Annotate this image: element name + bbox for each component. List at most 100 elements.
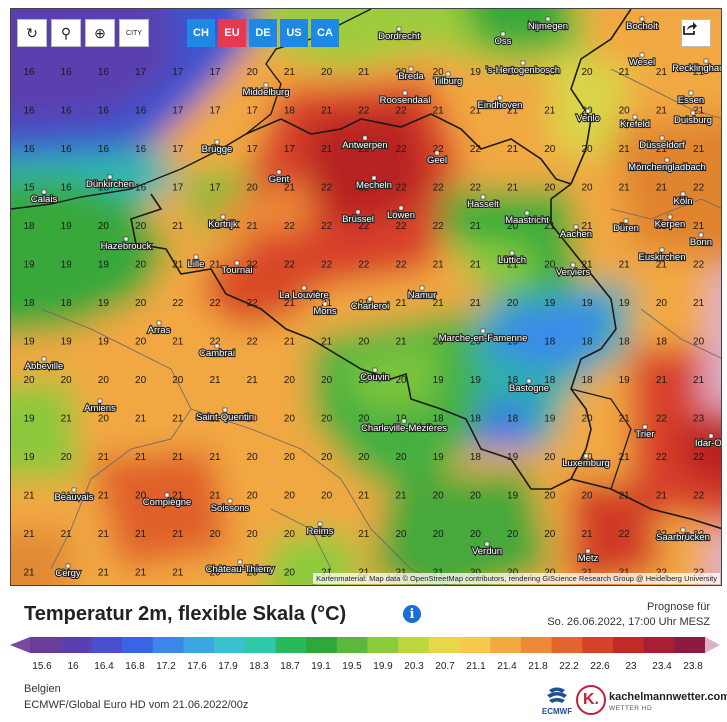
region-button-eu[interactable]: EU [218,19,246,47]
grid-value: 21 [135,414,147,425]
grid-value: 18 [470,414,482,425]
grid-value: 20 [247,414,259,425]
grid-value: 21 [470,260,482,271]
grid-value: 20 [656,298,668,309]
city-marker [680,191,686,197]
grid-value: 16 [98,106,110,117]
city-label: Bonn [690,237,712,248]
region-button-ca[interactable]: CA [311,19,339,47]
city-label: Arras [148,325,171,336]
scale-label: 21.4 [497,661,517,672]
city-label: Charleville-Mézières [361,423,447,434]
city-label: Essen [678,95,704,106]
grid-value: 21 [581,260,593,271]
grid-value: 19 [23,337,35,348]
grid-value: 18 [433,414,445,425]
scale-label: 19.5 [342,661,362,672]
city-label: Antwerpen [342,140,387,151]
city-marker [698,232,704,238]
zoom-button[interactable]: ⊕ [85,19,115,47]
city-marker [214,343,220,349]
grid-value: 20 [581,144,593,155]
city-icon: CITY [126,29,142,37]
grid-value: 21 [619,183,631,194]
grid-value: 21 [172,414,184,425]
weather-map[interactable]: 16 16 16 17 17 17 20 21 20 21 20 20 19 19 20 20 21 21 21 21… [10,8,722,586]
grid-value: 19 [61,221,73,232]
grid-value: 17 [209,183,221,194]
grid-value: 22 [395,260,407,271]
scale-swatch [674,637,706,653]
grid-value: 23 [693,414,705,425]
info-icon[interactable]: i [403,605,421,623]
city-marker [497,95,503,101]
city-label: Compiègne [143,497,192,508]
grid-value: 22 [358,144,370,155]
grid-value: 21 [61,568,73,579]
scale-label: 23.8 [683,661,703,672]
grid-value: 19 [544,298,556,309]
city-marker [419,285,425,291]
city-marker [123,236,129,242]
scale-label: 20.7 [435,661,455,672]
city-label: Kortrijk [208,219,238,230]
grid-value: 20 [284,529,296,540]
grid-value: 21 [98,491,110,502]
map-attribution: Kartenmaterial: Map data © OpenStreetMap… [313,573,720,584]
grid-value: 20 [135,375,147,386]
grid-value: 22 [321,183,333,194]
grid-value: 16 [61,183,73,194]
region-button-us[interactable]: US [280,19,308,47]
region-button-ch[interactable]: CH [187,19,215,47]
grid-value: 20 [507,221,519,232]
grid-value: 21 [209,414,221,425]
grid-value: 17 [284,144,296,155]
refresh-button[interactable]: ↻ [17,19,47,47]
region-button-de[interactable]: DE [249,19,277,47]
grid-value: 16 [61,106,73,117]
grid-value: 20 [247,183,259,194]
grid-value: 19 [61,260,73,271]
scale-label: 21.8 [528,661,548,672]
scale-label: 23.4 [652,661,672,672]
location-button[interactable]: ⚲ [51,19,81,47]
grid-value: 21 [544,221,556,232]
city-marker [107,174,113,180]
scale-swatch [152,637,184,653]
grid-value: 21 [284,183,296,194]
grid-value: 17 [209,67,221,78]
scale-swatch [275,637,307,653]
city-marker [402,90,408,96]
grid-value: 18 [507,414,519,425]
city-label: Bastogne [509,383,549,394]
grid-value: 22 [395,221,407,232]
share-button[interactable] [681,19,711,47]
grid-value: 19 [23,260,35,271]
grid-value: 22 [209,298,221,309]
city-marker [445,71,451,77]
city-marker [639,16,645,22]
scale-swatch [459,637,491,653]
grid-value: 20 [507,298,519,309]
scale-swatch [214,637,246,653]
city-label: 's-Hertogenbosch [486,65,560,76]
city-label: Abbeville [25,361,64,372]
grid-value: 20 [470,529,482,540]
grid-value: 22 [395,183,407,194]
color-scale-bar [10,637,720,653]
city-label: Hasselt [467,199,499,210]
scale-label: 23 [625,661,637,672]
scale-swatch [183,637,215,653]
city-marker [301,285,307,291]
city-marker [659,135,665,141]
grid-value: 21 [395,298,407,309]
city-label: Kerpen [655,219,686,230]
grid-value: 16 [23,106,35,117]
scale-label: 22.6 [590,661,610,672]
grid-value: 16 [98,67,110,78]
grid-value: 21 [135,529,147,540]
city-button[interactable]: CITY [119,19,149,47]
grid-value: 22 [470,144,482,155]
grid-value: 19 [507,337,519,348]
grid-value: 21 [470,298,482,309]
